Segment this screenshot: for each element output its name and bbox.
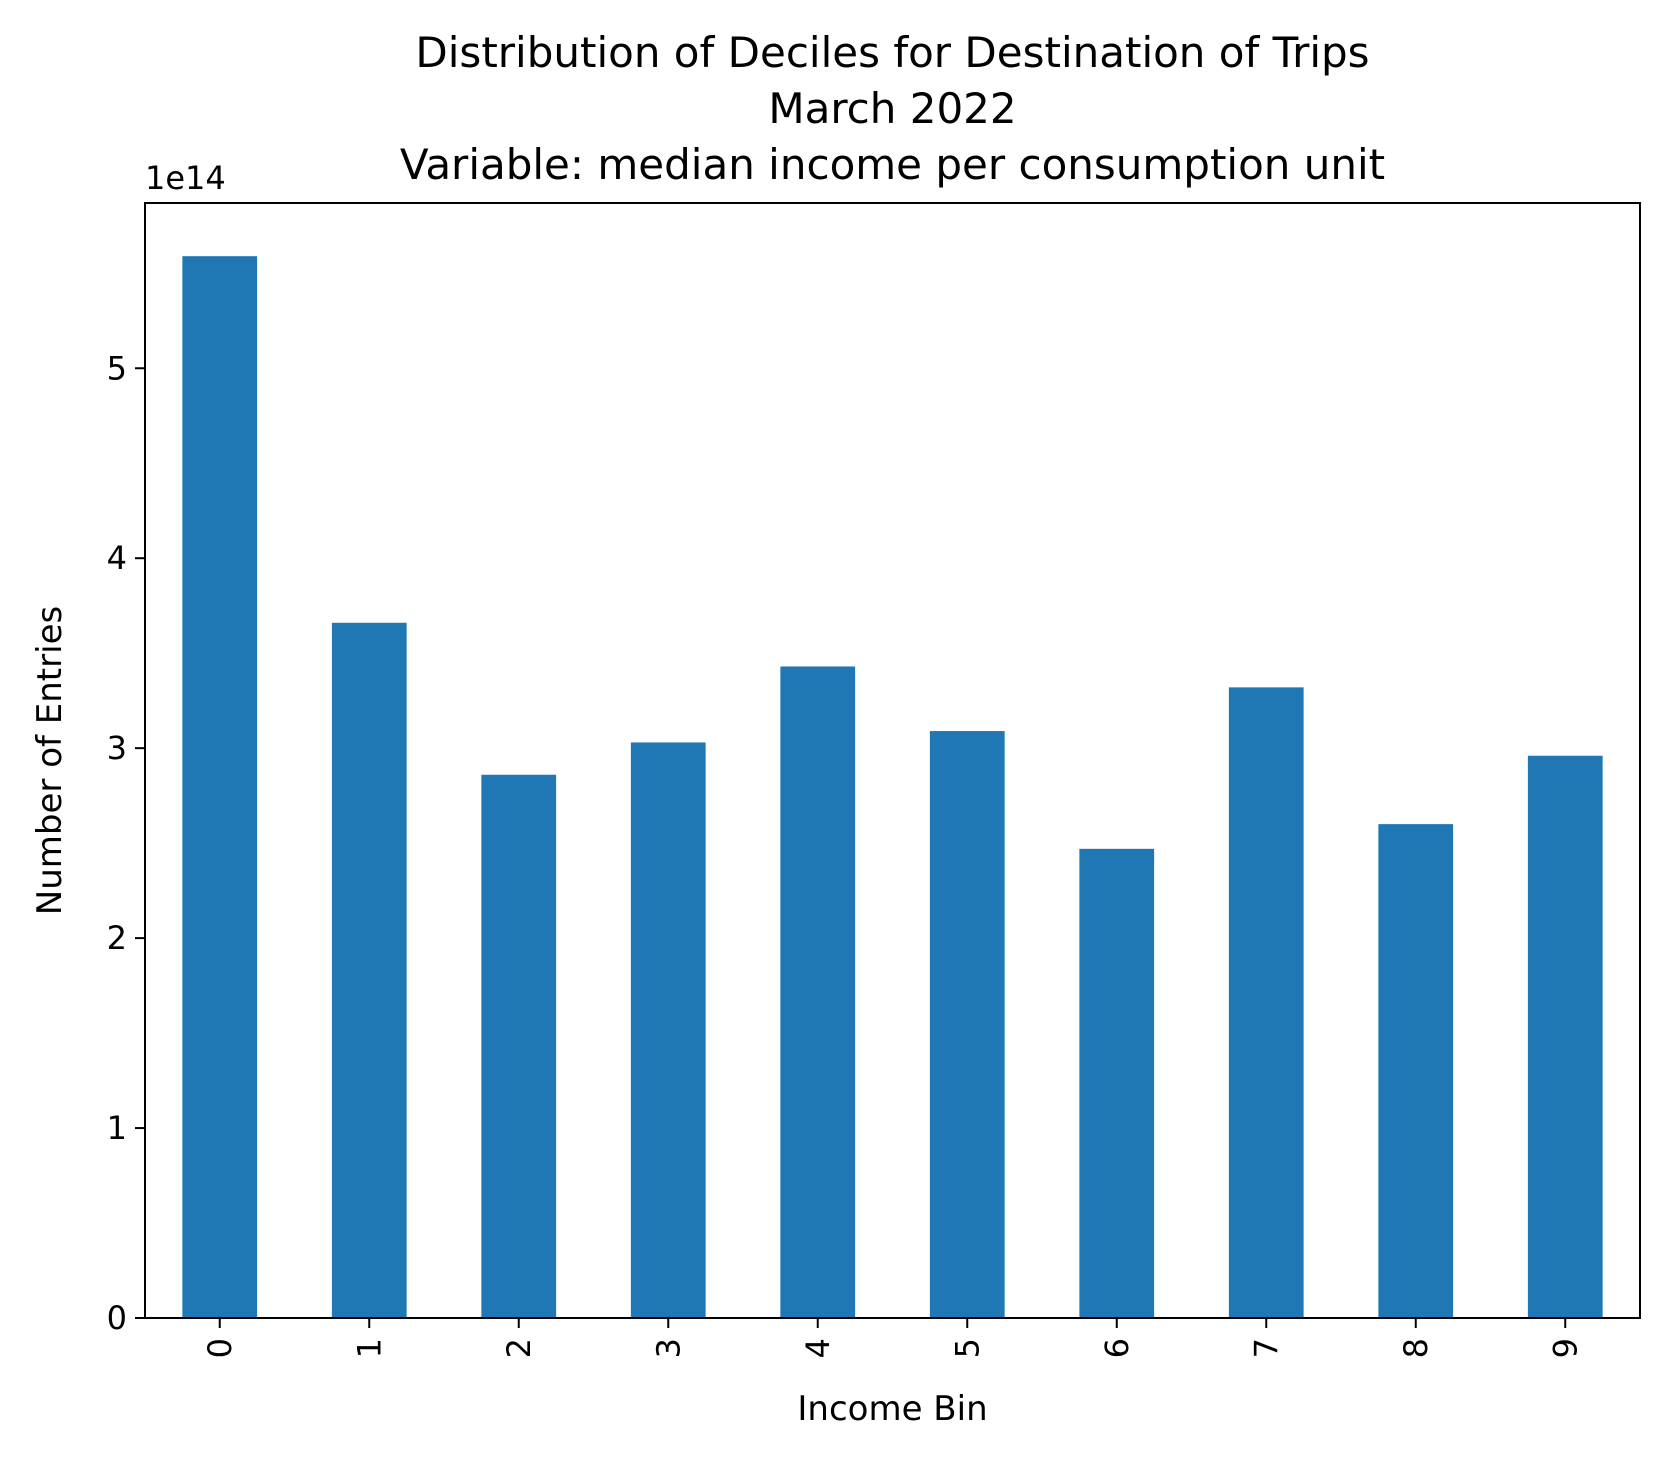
- x-tick-label-5: 5: [948, 1338, 986, 1358]
- bar-0: [182, 256, 258, 1319]
- y-tick-label-2: 2: [107, 919, 127, 957]
- bar-6: [1079, 848, 1155, 1318]
- x-tick-label-4: 4: [799, 1338, 837, 1358]
- bar-4: [780, 666, 856, 1318]
- x-tick-label-9: 9: [1546, 1338, 1584, 1358]
- x-tick-label-0: 0: [201, 1338, 239, 1358]
- y-tick-label-5: 5: [107, 349, 127, 387]
- chart-title: Distribution of Deciles for Destination …: [400, 28, 1385, 189]
- bar-2: [481, 774, 557, 1318]
- plot-frame: [144, 202, 1641, 1319]
- bar-7: [1228, 687, 1304, 1318]
- y-axis-label: Number of Entries: [30, 606, 70, 915]
- title-line-2: Variable: median income per consumption …: [400, 140, 1385, 189]
- y-tick-label-1: 1: [107, 1109, 127, 1147]
- y-tick-label-4: 4: [107, 539, 127, 577]
- bar-8: [1378, 824, 1454, 1318]
- y-axis-offset-label: 1e14: [145, 159, 226, 197]
- title-line-1: March 2022: [768, 84, 1016, 133]
- bar-5: [929, 731, 1005, 1318]
- x-tick-label-8: 8: [1397, 1338, 1435, 1358]
- y-axis: 0 1 2 3 4 5: [107, 349, 145, 1337]
- bar-9: [1527, 755, 1603, 1318]
- x-axis: 0 1 2 3 4 5 6 7 8 9: [201, 1318, 1584, 1358]
- x-tick-label-2: 2: [500, 1338, 538, 1358]
- x-axis-label: Income Bin: [797, 1389, 987, 1429]
- title-line-0: Distribution of Deciles for Destination …: [415, 28, 1369, 77]
- y-tick-label-0: 0: [107, 1299, 127, 1337]
- x-tick-label-6: 6: [1098, 1338, 1136, 1358]
- bar-1: [331, 622, 407, 1318]
- x-tick-label-1: 1: [350, 1338, 388, 1358]
- bar-3: [630, 742, 706, 1318]
- bars-group: [182, 256, 1603, 1319]
- x-tick-label-7: 7: [1247, 1338, 1285, 1358]
- x-tick-label-3: 3: [649, 1338, 687, 1358]
- y-tick-label-3: 3: [107, 729, 127, 767]
